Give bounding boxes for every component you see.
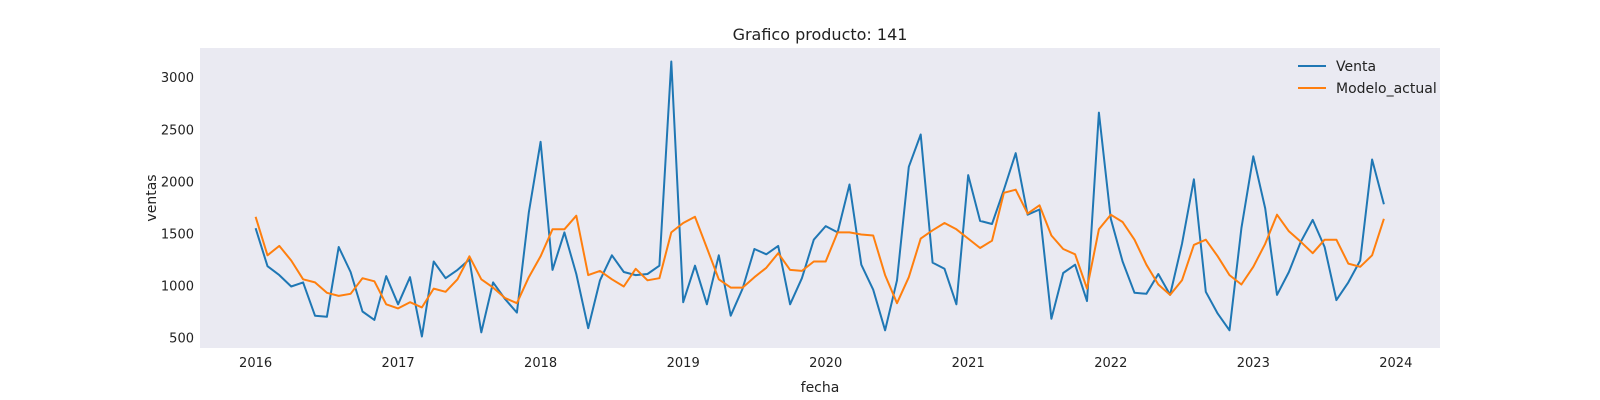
y-tick-label: 1500 — [161, 227, 194, 242]
legend-label-venta: Venta — [1336, 59, 1376, 75]
y-axis: 500 1000 1500 2000 2500 3000 — [161, 71, 194, 346]
series-line-modelo-actual — [254, 188, 1385, 310]
series-line-venta — [254, 60, 1385, 338]
legend-label-modelo-actual: Modelo_actual — [1336, 81, 1437, 97]
legend: Venta Modelo_actual — [1298, 59, 1437, 97]
x-tick-label: 2019 — [667, 356, 700, 371]
y-tick-label: 3000 — [161, 71, 194, 86]
x-tick-label: 2018 — [524, 356, 557, 371]
x-tick-label: 2023 — [1237, 356, 1270, 371]
y-tick-label: 500 — [169, 332, 194, 347]
y-tick-label: 2000 — [161, 175, 194, 190]
y-tick-label: 1000 — [161, 280, 194, 295]
x-tick-label: 2021 — [952, 356, 985, 371]
x-tick-label: 2024 — [1379, 356, 1412, 371]
x-axis-label: fecha — [801, 380, 840, 396]
x-tick-label: 2022 — [1094, 356, 1127, 371]
y-axis-label: ventas — [144, 174, 160, 221]
x-tick-label: 2020 — [809, 356, 842, 371]
x-tick-label: 2016 — [239, 356, 272, 371]
series-group — [254, 60, 1385, 338]
x-axis: 2016 2017 2018 2019 2020 2021 2022 2023 2024 — [239, 356, 1412, 371]
x-tick-label: 2017 — [382, 356, 415, 371]
y-tick-label: 2500 — [161, 123, 194, 138]
chart-title: Grafico producto: 141 — [733, 25, 908, 44]
